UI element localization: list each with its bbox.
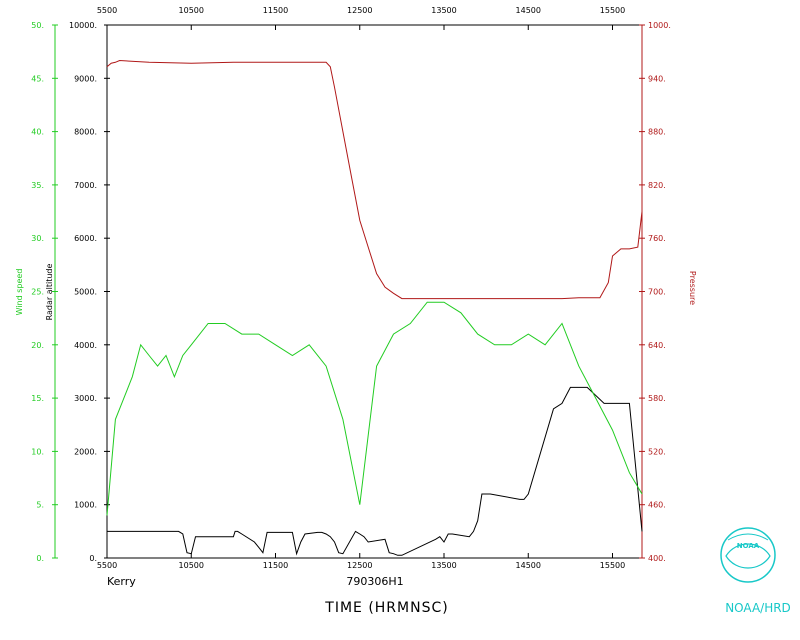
pres-tick-label: 1000.	[648, 21, 671, 30]
wind-tick-label: 35.	[31, 181, 44, 190]
time-ticks: 5500 5500 10500 10500 11500 11500 12500 12500 13…	[97, 6, 625, 570]
x-tick-label: 12500	[347, 561, 372, 570]
alt-tick-label: 0.	[89, 554, 97, 563]
x-tick-label-top: 10500	[179, 6, 204, 15]
x-tick-label-top: 11500	[263, 6, 288, 15]
wind-tick-label: 5.	[36, 501, 44, 510]
pres-tick-label: 580.	[648, 394, 666, 403]
alt-tick-label: 5000.	[74, 288, 97, 297]
x-tick-label: 10500	[179, 561, 204, 570]
x-axis-label: TIME (HRMNSC)	[324, 600, 448, 616]
x-tick-label-top: 15500	[600, 6, 625, 15]
radar-altitude-ticks: 0. 1000. 2000. 3000. 4000. 5000. 6000. 7000. 800…	[69, 21, 110, 563]
x-tick-label: 15500	[600, 561, 625, 570]
alt-tick-label: 1000.	[74, 501, 97, 510]
pressure-axis-label: Pressure	[688, 271, 697, 305]
x-tick-label: 11500	[263, 561, 288, 570]
wind-axis-label: Wind speed	[15, 269, 24, 316]
alt-tick-label: 3000.	[74, 394, 97, 403]
wind-tick-label: 40.	[31, 128, 44, 137]
x-tick-label-top: 13500	[431, 6, 456, 15]
pres-tick-label: 400.	[648, 554, 666, 563]
pres-tick-label: 700.	[648, 288, 666, 297]
wind-tick-label: 45.	[31, 74, 44, 83]
noaa-logo-text: NOAA	[737, 542, 760, 550]
wind-tick-label: 30.	[31, 234, 44, 243]
pressure-ticks: 400. 460. 520. 580. 640. 700. 760. 820. 880. 940.…	[639, 21, 671, 563]
alt-tick-label: 8000.	[74, 128, 97, 137]
x-tick-label-top: 12500	[347, 6, 372, 15]
x-tick-label: 5500	[97, 561, 117, 570]
alt-tick-label: 2000.	[74, 447, 97, 456]
wind-tick-label: 50.	[31, 21, 44, 30]
series-pres-line	[106, 59, 643, 300]
alt-tick-label: 7000.	[74, 181, 97, 190]
altitude-axis-label: Radar altitude	[45, 264, 54, 321]
wind-speed-ticks: 0. 5. 10. 15. 20. 25. 30. 35. 40. 45. 50.	[31, 21, 58, 563]
alt-tick-label: 4000.	[74, 341, 97, 350]
alt-tick-label: 6000.	[74, 234, 97, 243]
pres-tick-label: 940.	[648, 74, 666, 83]
series-wind-line	[106, 301, 643, 516]
pres-tick-label: 520.	[648, 447, 666, 456]
x-tick-label-top: 14500	[516, 6, 541, 15]
alt-tick-label: 9000.	[74, 74, 97, 83]
x-tick-label: 13500	[431, 561, 456, 570]
pres-tick-label: 460.	[648, 501, 666, 510]
wind-tick-label: 10.	[31, 447, 44, 456]
wind-tick-label: 20.	[31, 341, 44, 350]
pres-tick-label: 880.	[648, 128, 666, 137]
noaa-logo: NOAA	[720, 527, 776, 583]
credit-label: NOAA/HRD	[725, 601, 791, 615]
flight-id: 790306H1	[346, 575, 403, 588]
wind-tick-label: 25.	[31, 288, 44, 297]
pres-tick-label: 820.	[648, 181, 666, 190]
wind-tick-label: 0.	[36, 554, 44, 563]
storm-name: Kerry	[107, 575, 136, 588]
pres-tick-label: 640.	[648, 341, 666, 350]
series-alt-line	[107, 386, 643, 556]
x-tick-label-top: 5500	[97, 6, 117, 15]
alt-tick-label: 10000.	[69, 21, 97, 30]
series-lines	[106, 59, 643, 556]
x-tick-label: 14500	[516, 561, 541, 570]
wind-tick-label: 15.	[31, 394, 44, 403]
plot-frame	[106, 24, 643, 559]
pres-tick-label: 760.	[648, 234, 666, 243]
